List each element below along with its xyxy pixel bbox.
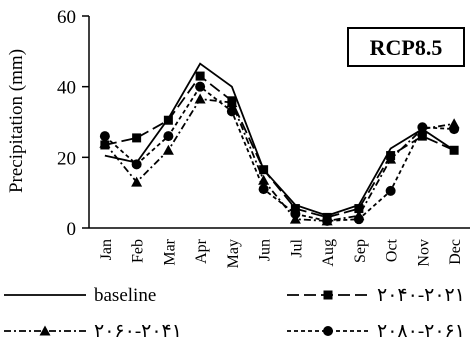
- series-line: [104, 98, 455, 222]
- data-point: [259, 165, 269, 175]
- x-tick-labels: Jan Feb Mar Apr May Jun Jul Aug Sep Oct Nov Dec: [98, 238, 464, 268]
- x-tick-label: Dec: [447, 239, 464, 265]
- legend-item: ۲۰۶۰-۲۰۴۱: [4, 321, 182, 342]
- data-point: [99, 137, 111, 148]
- legend-label: ۲۰۴۰-۲۰۲۱: [377, 285, 465, 306]
- legend-label: baseline: [94, 285, 156, 306]
- data-point: [131, 159, 142, 170]
- x-tick-label: Feb: [130, 239, 147, 263]
- data-point: [385, 185, 396, 196]
- x-tick-label: Oct: [384, 238, 401, 262]
- data-point: [322, 215, 333, 226]
- x-tick-label: May: [225, 239, 242, 268]
- y-tick-label: 20: [57, 148, 76, 169]
- y-tick-label: 60: [57, 7, 76, 28]
- data-point: [131, 176, 143, 187]
- series-lines: [99, 62, 460, 226]
- data-point: [163, 115, 173, 125]
- data-point: [449, 145, 459, 155]
- legend-marker: [39, 325, 51, 336]
- data-point: [258, 184, 269, 195]
- data-point: [163, 131, 174, 142]
- data-point: [385, 153, 397, 164]
- y-ticks: 0 20 40 60: [57, 7, 89, 240]
- legend-item: ۲۰۸۰-۲۰۶۱: [287, 321, 465, 342]
- data-point: [417, 122, 428, 133]
- data-point: [258, 174, 270, 185]
- legend-item: ۲۰۴۰-۲۰۲۱: [287, 285, 465, 306]
- x-tick-label: Aug: [320, 239, 337, 267]
- legend-item: baseline: [4, 285, 156, 306]
- scenario-label: RCP8.5: [370, 35, 443, 60]
- data-point: [132, 133, 142, 143]
- data-point: [449, 124, 460, 135]
- legend-marker: [323, 326, 333, 336]
- legend-label: ۲۰۸۰-۲۰۶۱: [377, 321, 465, 342]
- scenario-label-frame: [347, 27, 465, 67]
- x-tick-label: Nov: [415, 239, 432, 267]
- y-tick-label: 0: [67, 219, 77, 240]
- y-tick-label: 40: [57, 78, 76, 99]
- series-none: [104, 62, 455, 217]
- data-point: [417, 131, 427, 141]
- data-point: [195, 71, 205, 81]
- data-point: [226, 97, 238, 108]
- series-line: [104, 85, 455, 222]
- x-tick-label: Jan: [98, 239, 115, 260]
- axes: [88, 16, 470, 229]
- data-point: [99, 131, 110, 142]
- x-tick-label: Mar: [161, 238, 178, 265]
- legend-marker: [323, 290, 333, 300]
- data-point: [353, 214, 364, 225]
- data-point: [290, 208, 301, 219]
- data-point: [290, 204, 300, 214]
- x-tick-label: Jul: [288, 238, 305, 257]
- data-point: [195, 81, 206, 92]
- y-axis-title: Precipitation (mm): [6, 49, 27, 193]
- data-point: [226, 106, 237, 117]
- x-tick-label: Apr: [193, 238, 210, 264]
- x-tick-label: Jun: [257, 239, 274, 261]
- series-line: [104, 74, 455, 219]
- legend-label: ۲۰۶۰-۲۰۴۱: [94, 321, 182, 342]
- data-point: [194, 93, 206, 104]
- x-tick-label: Sep: [352, 239, 369, 263]
- series-line: [104, 62, 455, 217]
- data-point: [354, 204, 364, 214]
- series-circle: [99, 81, 460, 226]
- legend: baseline ۲۰۴۰-۲۰۲۱ ۲۰۶۰-۲۰۴۱ ۲۰۸۰-۲۰۶۱: [4, 285, 465, 342]
- scenario-label-box: RCP8.5: [347, 27, 465, 67]
- data-point: [162, 144, 174, 155]
